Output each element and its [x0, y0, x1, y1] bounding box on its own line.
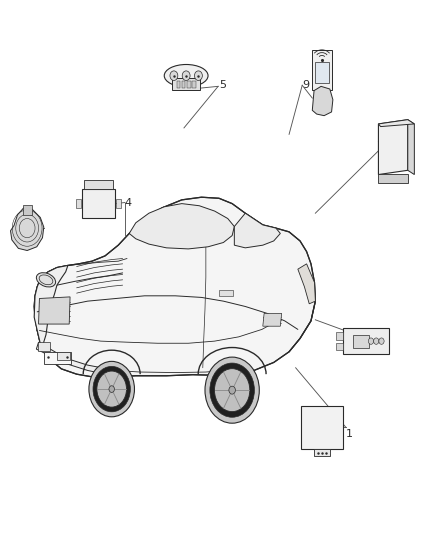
Polygon shape — [408, 120, 414, 175]
Polygon shape — [39, 297, 70, 324]
Circle shape — [379, 338, 384, 344]
Bar — [314, 449, 330, 456]
Bar — [315, 62, 328, 83]
Polygon shape — [129, 204, 234, 249]
Bar — [57, 352, 70, 360]
Text: 4: 4 — [125, 198, 132, 207]
Polygon shape — [312, 86, 333, 116]
Circle shape — [205, 357, 259, 423]
Text: 6: 6 — [374, 339, 381, 349]
Bar — [336, 343, 343, 350]
Circle shape — [229, 386, 235, 394]
Polygon shape — [11, 208, 44, 251]
Circle shape — [368, 338, 374, 344]
Circle shape — [210, 363, 254, 417]
Polygon shape — [234, 213, 280, 248]
Bar — [76, 199, 81, 208]
Bar — [301, 406, 343, 449]
Circle shape — [97, 371, 127, 407]
Ellipse shape — [164, 64, 208, 87]
Bar — [182, 81, 185, 88]
Polygon shape — [263, 313, 282, 326]
Circle shape — [93, 366, 131, 412]
Bar — [38, 342, 50, 351]
Circle shape — [194, 71, 202, 80]
Bar — [172, 78, 200, 90]
Bar — [353, 335, 369, 348]
Circle shape — [182, 71, 190, 80]
Polygon shape — [34, 197, 315, 377]
Text: 8: 8 — [18, 214, 25, 223]
Polygon shape — [378, 120, 414, 127]
Circle shape — [89, 361, 134, 417]
Circle shape — [374, 338, 379, 344]
Polygon shape — [298, 264, 315, 304]
Ellipse shape — [36, 273, 56, 287]
Text: 5: 5 — [219, 80, 226, 90]
Polygon shape — [378, 120, 408, 175]
Bar — [23, 205, 32, 215]
Bar — [44, 352, 71, 364]
Bar — [84, 180, 113, 189]
Text: 1: 1 — [346, 430, 353, 439]
Bar — [82, 189, 115, 219]
Circle shape — [215, 369, 250, 411]
Circle shape — [109, 386, 114, 392]
Bar — [378, 174, 408, 182]
Bar — [336, 332, 343, 340]
Polygon shape — [36, 342, 107, 374]
Bar — [219, 290, 233, 296]
Polygon shape — [34, 265, 68, 349]
Text: 10: 10 — [386, 139, 400, 149]
Bar — [117, 199, 121, 208]
Text: 9: 9 — [302, 80, 309, 90]
Bar — [343, 328, 389, 354]
Bar — [187, 81, 191, 88]
Bar — [177, 81, 180, 88]
Bar — [312, 50, 332, 90]
Bar — [192, 81, 196, 88]
Circle shape — [170, 71, 178, 80]
